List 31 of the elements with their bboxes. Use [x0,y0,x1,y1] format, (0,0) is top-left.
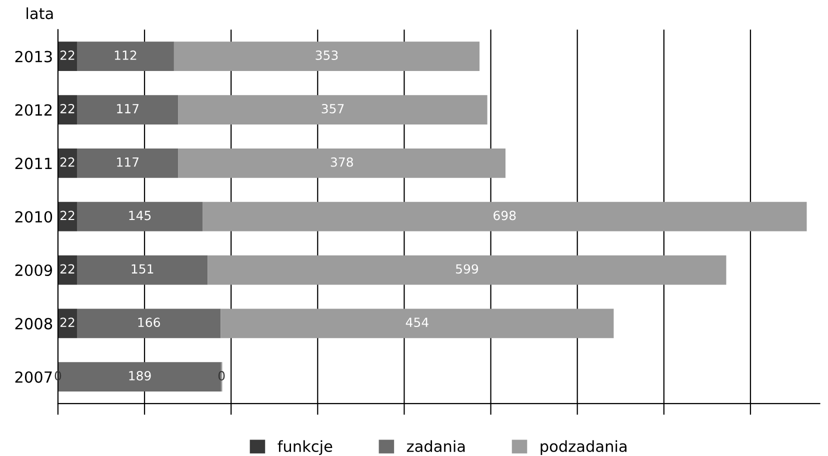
data-label: 22 [60,210,74,220]
y-tick-label: 2013 [15,50,52,62]
data-label: 22 [60,157,74,167]
data-label: 22 [60,264,74,274]
y-tick-label: 2008 [15,318,52,330]
legend-label: zadania [406,440,465,452]
data-label: 117 [117,104,139,114]
y-tick-label: 2010 [15,211,52,223]
data-label: 189 [129,371,151,380]
data-label: 22 [60,104,74,114]
data-label: 0 [54,371,62,380]
y-tick-label: 2007 [15,371,52,383]
data-label: 145 [129,210,151,220]
data-label: 378 [330,157,353,167]
data-label: 599 [456,264,478,274]
data-label: 357 [322,104,344,114]
data-label: 166 [138,318,160,328]
data-label: 22 [60,50,74,60]
data-label: 454 [406,318,428,328]
data-label: 22 [60,318,74,327]
y-tick-label: 2009 [15,264,52,276]
data-label: 112 [114,50,136,60]
data-label: 698 [494,210,516,220]
data-label: 151 [132,264,154,274]
y-tick-label: 2012 [15,104,52,116]
y-tick-label: 2011 [15,158,52,170]
legend-label: podzadania [540,440,626,455]
data-label: 117 [117,158,139,167]
data-label: 353 [316,50,338,60]
legend-label: funkcje [278,440,332,455]
y-axis-title: lata [26,7,53,20]
